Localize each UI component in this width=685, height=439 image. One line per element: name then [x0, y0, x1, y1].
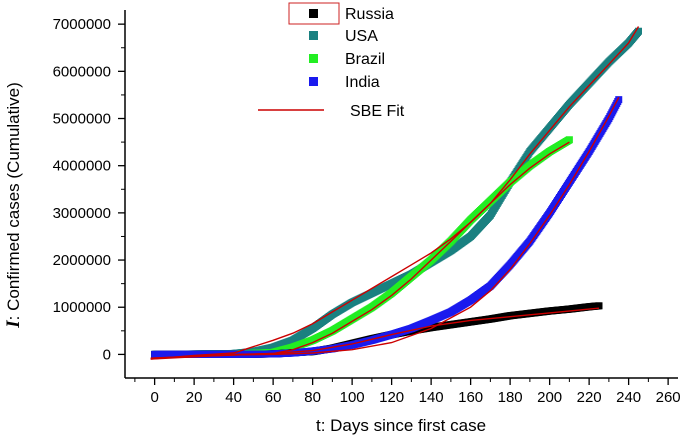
legend-label-russia: Russia: [345, 6, 394, 23]
x-tick-label: 260: [656, 389, 681, 406]
legend-marker-brazil: [309, 54, 318, 63]
legend-label-india: India: [345, 74, 380, 91]
x-tick-label: 20: [186, 389, 203, 406]
y-tick-label: 0: [103, 346, 111, 363]
x-tick-label: 220: [577, 389, 602, 406]
y-tick-label: 1000000: [53, 299, 111, 316]
plot-series: [151, 27, 642, 358]
legend-label-brazil: Brazil: [345, 51, 385, 68]
axes: [124, 10, 678, 379]
x-tick-label: 80: [304, 389, 321, 406]
legend-marker-usa: [309, 31, 318, 40]
y-tick-label: 2000000: [53, 252, 111, 269]
y-tick-label: 7000000: [53, 16, 111, 33]
fit-curve: [150, 96, 620, 359]
x-tick-label: 180: [498, 389, 523, 406]
legend-highlight-box: [288, 2, 340, 25]
x-tick-label: 160: [458, 389, 483, 406]
y-axis-label: : Confirmed cases (Cumulative): [4, 82, 23, 320]
x-tick-label: 140: [419, 389, 444, 406]
fit-curve: [150, 141, 570, 360]
x-tick-label: 0: [150, 389, 158, 406]
plot-fits: [150, 26, 640, 360]
fit-curve: [150, 26, 640, 360]
legend-marker-india: [309, 77, 318, 86]
data-point: [615, 96, 623, 104]
x-tick-label: 100: [340, 389, 365, 406]
x-tick-label: 240: [616, 389, 641, 406]
x-tick-label: 60: [265, 389, 282, 406]
legend-label-sbe-fit: SBE Fit: [350, 103, 405, 120]
x-tick-label: 40: [225, 389, 242, 406]
series-brazil: [151, 136, 573, 358]
y-axis-title: I: Confirmed cases (Cumulative): [3, 82, 24, 328]
data-point: [565, 136, 573, 144]
x-axis-title: t: Days since first case: [316, 416, 486, 435]
fit-curve: [150, 307, 600, 359]
series-russia: [151, 302, 603, 358]
x-tick-label: 120: [379, 389, 404, 406]
y-tick-label: 3000000: [53, 205, 111, 222]
x-tick-label: 200: [537, 389, 562, 406]
y-tick-label: 4000000: [53, 158, 111, 175]
legend-label-usa: USA: [345, 28, 378, 45]
series-india: [151, 96, 623, 358]
y-tick-label: 6000000: [53, 63, 111, 80]
data-point: [595, 302, 603, 310]
data-point: [635, 27, 642, 35]
y-tick-label: 5000000: [53, 111, 111, 128]
legend: Russia USA Brazil India SBE Fit: [258, 2, 405, 120]
ticks: 0 20 40 60 80 100 120 140 160 180 200 220 240 260 0 100…: [53, 16, 681, 406]
legend-marker-russia: [309, 9, 318, 18]
y-axis-symbol: I: [3, 320, 24, 329]
